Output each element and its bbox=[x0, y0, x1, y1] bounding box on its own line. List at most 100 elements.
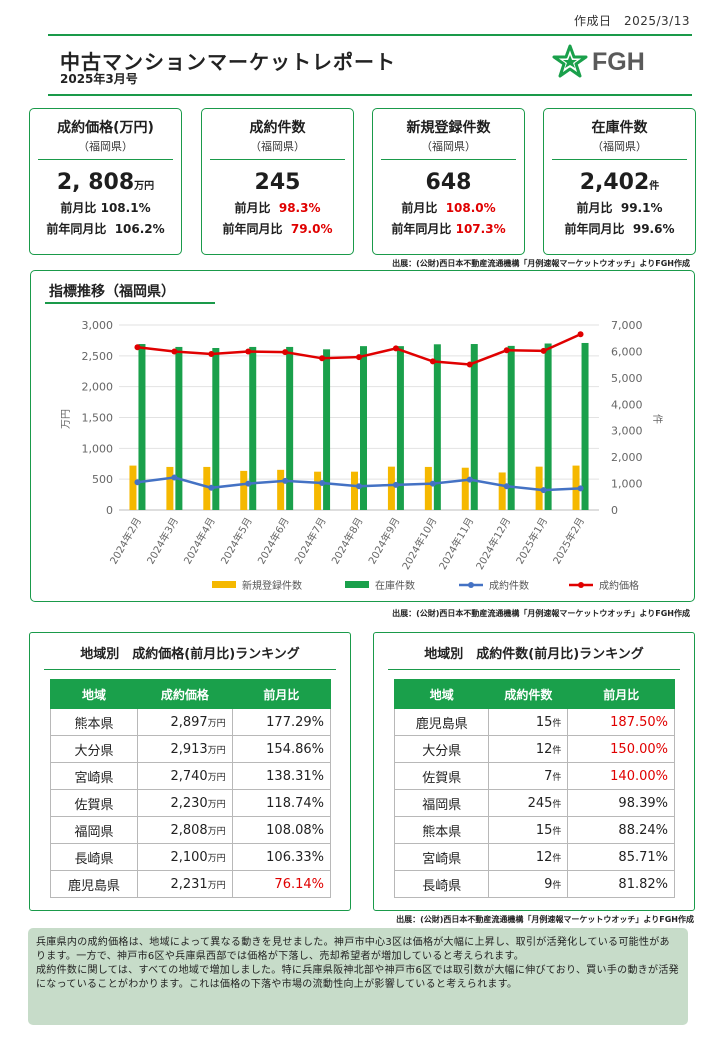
cell-value: 12件 bbox=[488, 735, 569, 763]
cell-value: 2,808万円 bbox=[137, 816, 233, 844]
y-right-tick-label: 2,000 bbox=[611, 451, 643, 464]
cell-region: 熊本県 bbox=[49, 708, 139, 736]
kpi-mom-label: 前月比 bbox=[234, 201, 271, 215]
kpi-card-price: 成約価格(万円) （福岡県） 2, 808万円 前月比 108.1% 前年同月比… bbox=[29, 108, 182, 255]
y-right-tick-label: 6,000 bbox=[611, 345, 643, 358]
x-tick-label: 2024年2月 bbox=[107, 515, 144, 566]
y-left-tick-label: 0 bbox=[106, 504, 113, 517]
x-tick-label: 2024年7月 bbox=[292, 515, 329, 566]
cell-ratio: 177.29% bbox=[231, 708, 332, 736]
cell-ratio: 118.74% bbox=[231, 789, 332, 817]
rank-count-table: 地域 成約件数 前月比 鹿児島県 15件 187.50% 大分県 12件 150.00% 佐… bbox=[393, 679, 675, 898]
logo-text: FGH bbox=[592, 47, 645, 76]
cell-value-number: 2,808 bbox=[170, 822, 208, 838]
rank-count-title: 地域別 成約件数(前月比)ランキング bbox=[424, 647, 644, 662]
cell-region: 福岡県 bbox=[49, 816, 139, 844]
kpi-mom: 前月比 108.1% bbox=[30, 199, 181, 216]
y-left-tick-label: 500 bbox=[92, 473, 113, 486]
point-deal-price bbox=[466, 361, 473, 368]
point-deal-price bbox=[392, 345, 399, 352]
commentary-box: 兵庫県内の成約価格は、地域によって異なる動きを見せました。神戸市中心3区は価格が… bbox=[28, 928, 688, 1025]
bar-new-listings bbox=[240, 470, 248, 510]
cell-value-unit: 万円 bbox=[207, 853, 226, 864]
cell-value: 245件 bbox=[488, 789, 569, 817]
cell-value-unit: 件 bbox=[552, 799, 562, 810]
y-left-tick-label: 2,500 bbox=[82, 350, 114, 363]
y-left-tick-label: 1,000 bbox=[82, 442, 114, 455]
kpi-yoy-value: 99.6% bbox=[632, 222, 675, 236]
col-region: 地域 bbox=[393, 679, 490, 709]
y-right-tick-label: 1,000 bbox=[611, 478, 643, 491]
cell-value-number: 2,740 bbox=[170, 768, 208, 784]
x-tick-label: 2024年9月 bbox=[365, 515, 402, 566]
point-deal-count bbox=[429, 480, 436, 487]
cell-value-number: 2,913 bbox=[170, 741, 208, 757]
legend-swatch-point bbox=[578, 582, 584, 588]
rank-count-body: 鹿児島県 15件 187.50% 大分県 12件 150.00% 佐賀県 7件 140.00% 福… bbox=[393, 708, 675, 898]
table-row: 熊本県 2,897万円 177.29% bbox=[49, 708, 332, 736]
legend-swatch-point bbox=[468, 582, 474, 588]
kpi-mom: 前月比 108.0% bbox=[373, 199, 524, 216]
chart-section: 指標推移（福岡県） 0 500 1,000 1,500 2,000 2,500 3,000 0… bbox=[30, 270, 695, 602]
table-row: 大分県 12件 150.00% bbox=[393, 735, 675, 763]
col-value: 成約件数 bbox=[488, 679, 569, 709]
point-deal-count bbox=[577, 485, 584, 492]
cell-value-number: 2,231 bbox=[170, 876, 208, 892]
cell-value: 2,740万円 bbox=[137, 762, 233, 790]
date-label: 作成日 bbox=[573, 14, 612, 28]
point-deal-count bbox=[540, 487, 547, 494]
cell-ratio: 108.08% bbox=[231, 816, 332, 844]
cell-region: 宮崎県 bbox=[49, 762, 139, 790]
point-deal-count bbox=[319, 480, 326, 487]
bar-inventory bbox=[507, 345, 515, 510]
cell-ratio: 88.24% bbox=[567, 816, 675, 844]
kpi-number: 648 bbox=[425, 170, 472, 195]
bar-inventory bbox=[544, 343, 552, 510]
y-right-tick-label: 5,000 bbox=[611, 372, 643, 385]
legend-swatch bbox=[212, 581, 236, 588]
kpi-yoy: 前年同月比 107.3% bbox=[373, 220, 524, 237]
point-deal-price bbox=[540, 347, 547, 354]
cell-value-unit: 件 bbox=[552, 772, 562, 783]
kpi-subtitle: （福岡県） bbox=[592, 140, 647, 153]
point-deal-count bbox=[466, 476, 473, 483]
kpi-yoy-value: 106.2% bbox=[114, 222, 165, 236]
kpi-title: 成約価格(万円) bbox=[57, 120, 154, 136]
x-tick-label: 2024年12月 bbox=[473, 515, 513, 572]
kpi-number: 245 bbox=[254, 170, 301, 195]
kpi-value: 2, 808万円 bbox=[30, 170, 181, 195]
cell-region: 鹿児島県 bbox=[393, 708, 490, 736]
point-deal-price bbox=[356, 354, 362, 361]
cell-value-number: 2,897 bbox=[170, 714, 208, 730]
point-deal-price bbox=[429, 358, 436, 365]
point-deal-count bbox=[208, 484, 215, 491]
commentary-paragraph: 成約件数に関しては、すべての地域で増加しました。特に兵庫県阪神北部や神戸市6区で… bbox=[36, 965, 679, 990]
kpi-mom-label: 前月比 bbox=[576, 201, 613, 215]
kpi-unit: 件 bbox=[649, 181, 660, 192]
table-row: 福岡県 2,808万円 108.08% bbox=[49, 816, 332, 844]
kpi-title: 新規登録件数 bbox=[406, 120, 491, 136]
kpi-subtitle: （福岡県） bbox=[78, 140, 133, 153]
bar-new-listings bbox=[351, 471, 358, 510]
table-row: 福岡県 245件 98.39% bbox=[393, 789, 675, 817]
cell-value-unit: 件 bbox=[552, 880, 562, 891]
legend-label: 成約件数 bbox=[489, 579, 529, 592]
bar-inventory bbox=[470, 344, 478, 510]
cell-ratio: 138.31% bbox=[231, 762, 332, 790]
kpi-subtitle: （福岡県） bbox=[421, 140, 476, 153]
kpi-mom-value: 108.1% bbox=[100, 201, 151, 215]
col-ratio: 前月比 bbox=[567, 679, 675, 709]
legend-swatch bbox=[345, 581, 369, 588]
legend-label: 在庫件数 bbox=[375, 579, 415, 592]
x-tick-label: 2024年4月 bbox=[181, 515, 218, 566]
trend-chart: 0 500 1,000 1,500 2,000 2,500 3,000 0 1,000 2,000… bbox=[61, 319, 663, 592]
kpi-card-count: 成約件数 （福岡県） 245 前月比 98.3% 前年同月比 79.0% bbox=[201, 108, 354, 255]
cell-ratio: 81.82% bbox=[567, 870, 675, 898]
table-header-row: 地域 成約価格 前月比 bbox=[49, 679, 332, 709]
point-deal-count bbox=[392, 481, 399, 488]
point-deal-price bbox=[282, 349, 289, 356]
commentary-paragraph: 兵庫県内の成約価格は、地域によって異なる動きを見せました。神戸市中心3区は価格が… bbox=[36, 937, 670, 962]
bar-new-listings bbox=[498, 472, 506, 510]
cell-value: 15件 bbox=[488, 708, 569, 736]
cell-ratio: 187.50% bbox=[567, 708, 675, 736]
